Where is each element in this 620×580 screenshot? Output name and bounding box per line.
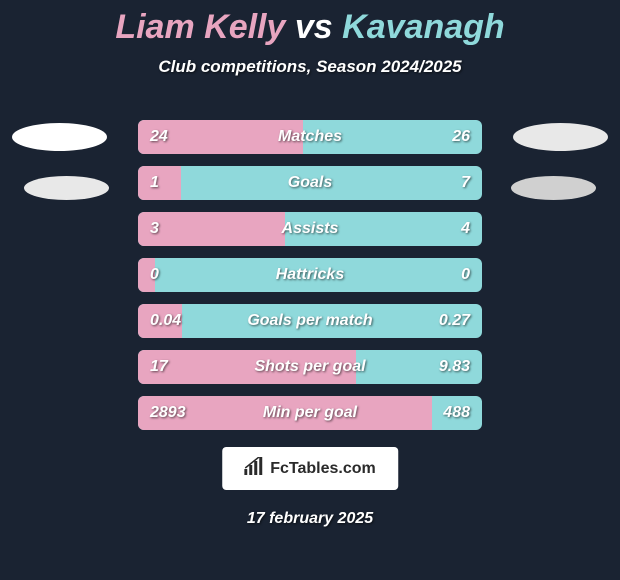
comparison-title: Liam Kelly vs Kavanagh [0,0,620,47]
stat-value-right: 0 [461,258,470,292]
player2-avatar-shadow [511,176,596,200]
stat-row: 24Matches26 [138,120,482,154]
stat-value-right: 488 [443,396,470,430]
player2-name: Kavanagh [342,8,505,46]
stat-label: Min per goal [138,396,482,430]
stat-row: 0.04Goals per match0.27 [138,304,482,338]
stat-row: 3Assists4 [138,212,482,246]
player1-avatar [12,123,107,151]
player1-avatar-shadow [24,176,109,200]
stat-label: Matches [138,120,482,154]
stat-value-right: 0.27 [439,304,470,338]
date-text: 17 february 2025 [0,510,620,528]
player1-name: Liam Kelly [115,8,285,46]
stat-label: Goals [138,166,482,200]
chart-icon [244,457,264,480]
brand-logo[interactable]: FcTables.com [222,447,398,490]
stat-label: Assists [138,212,482,246]
stat-value-right: 9.83 [439,350,470,384]
stat-row: 17Shots per goal9.83 [138,350,482,384]
stats-bars: 24Matches26 1Goals7 3Assists4 0Hattricks0 0.… [138,120,482,442]
stat-row: 1Goals7 [138,166,482,200]
stat-label: Shots per goal [138,350,482,384]
stat-label: Hattricks [138,258,482,292]
stat-value-right: 4 [461,212,470,246]
vs-text: vs [295,8,333,46]
stat-value-right: 7 [461,166,470,200]
stat-row: 0Hattricks0 [138,258,482,292]
brand-text: FcTables.com [270,460,376,478]
player2-avatar [513,123,608,151]
stat-value-right: 26 [452,120,470,154]
stat-row: 2893Min per goal488 [138,396,482,430]
stat-label: Goals per match [138,304,482,338]
subtitle: Club competitions, Season 2024/2025 [0,57,620,77]
